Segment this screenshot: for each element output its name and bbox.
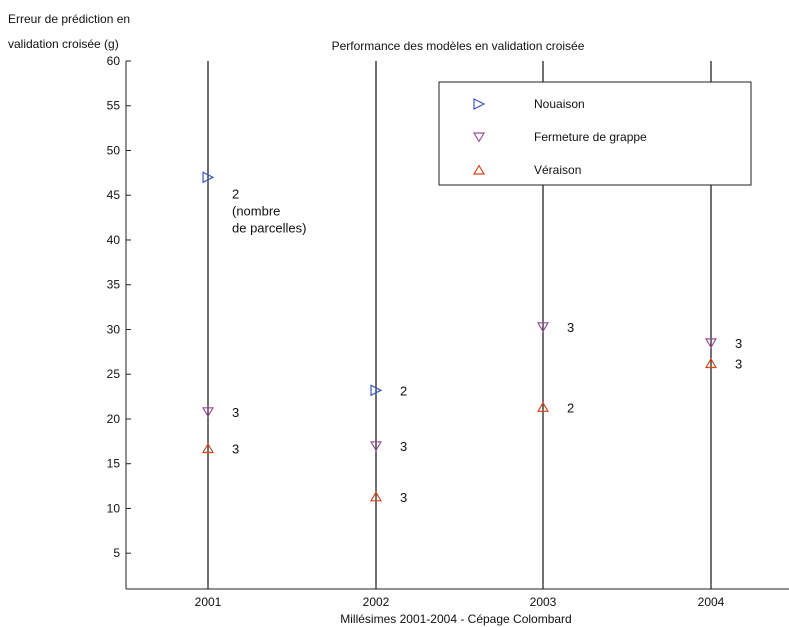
y-tick-label-30: 30 bbox=[107, 322, 121, 336]
y-tick-label-40: 40 bbox=[107, 233, 121, 247]
point-label-2-0-0: 3 bbox=[232, 441, 239, 456]
y-tick-label-60: 60 bbox=[107, 54, 121, 68]
point-label-1-1-0: 3 bbox=[400, 439, 407, 454]
y-tick-label-10: 10 bbox=[107, 501, 121, 515]
point-label-0-0-2: de parcelles) bbox=[232, 220, 306, 235]
point-label-0-0-0: 2 bbox=[232, 186, 239, 201]
legend-box bbox=[438, 81, 752, 186]
point-label-2-3-0: 3 bbox=[735, 356, 742, 371]
legend-label-2: Véraison bbox=[534, 163, 581, 177]
point-1-2 bbox=[536, 322, 550, 333]
y-tick-label-35: 35 bbox=[107, 278, 121, 292]
legend-marker-0 bbox=[473, 98, 486, 110]
legend-label-0: Nouaison bbox=[534, 97, 585, 111]
y-tick-label-20: 20 bbox=[107, 412, 121, 426]
y-axis-label-line-2: validation croisée (g) bbox=[8, 37, 119, 51]
x-axis-label: Millésimes 2001-2004 - Cépage Colombard bbox=[340, 612, 571, 626]
x-tick-label-2003: 2003 bbox=[530, 595, 557, 609]
y-tick-label-50: 50 bbox=[107, 143, 121, 157]
legend-marker-2 bbox=[472, 164, 486, 175]
point-1-0 bbox=[201, 407, 215, 418]
legend-marker-1 bbox=[472, 132, 486, 143]
y-tick-label-25: 25 bbox=[107, 367, 121, 381]
point-label-1-3-0: 3 bbox=[735, 336, 742, 351]
point-label-1-2-0: 3 bbox=[567, 320, 574, 335]
point-label-2-2-0: 2 bbox=[567, 400, 574, 415]
point-2-1 bbox=[369, 491, 383, 502]
y-tick-label-5: 5 bbox=[113, 546, 120, 560]
point-label-2-1-0: 3 bbox=[400, 490, 407, 505]
point-label-1-0-0: 3 bbox=[232, 405, 239, 420]
point-2-3 bbox=[704, 357, 718, 369]
point-1-1 bbox=[369, 441, 383, 452]
x-tick-label-2004: 2004 bbox=[698, 595, 725, 609]
point-0-0 bbox=[202, 171, 215, 184]
y-tick-label-55: 55 bbox=[107, 99, 121, 113]
point-1-3 bbox=[704, 338, 718, 349]
x-tick-label-2002: 2002 bbox=[363, 595, 390, 609]
y-tick-label-15: 15 bbox=[107, 457, 121, 471]
point-2-2 bbox=[536, 401, 550, 412]
point-label-0-0-1: (nombre bbox=[232, 203, 280, 218]
point-label-0-1-0: 2 bbox=[400, 383, 407, 398]
y-tick-label-45: 45 bbox=[107, 188, 121, 202]
y-axis-label-line-1: Erreur de prédiction en bbox=[8, 12, 130, 26]
legend-label-1: Fermeture de grappe bbox=[534, 130, 647, 144]
x-tick-label-2001: 2001 bbox=[195, 595, 222, 609]
point-0-1 bbox=[370, 384, 383, 397]
point-2-0 bbox=[201, 442, 215, 454]
chart-title: Performance des modèles en validation cr… bbox=[332, 39, 585, 53]
